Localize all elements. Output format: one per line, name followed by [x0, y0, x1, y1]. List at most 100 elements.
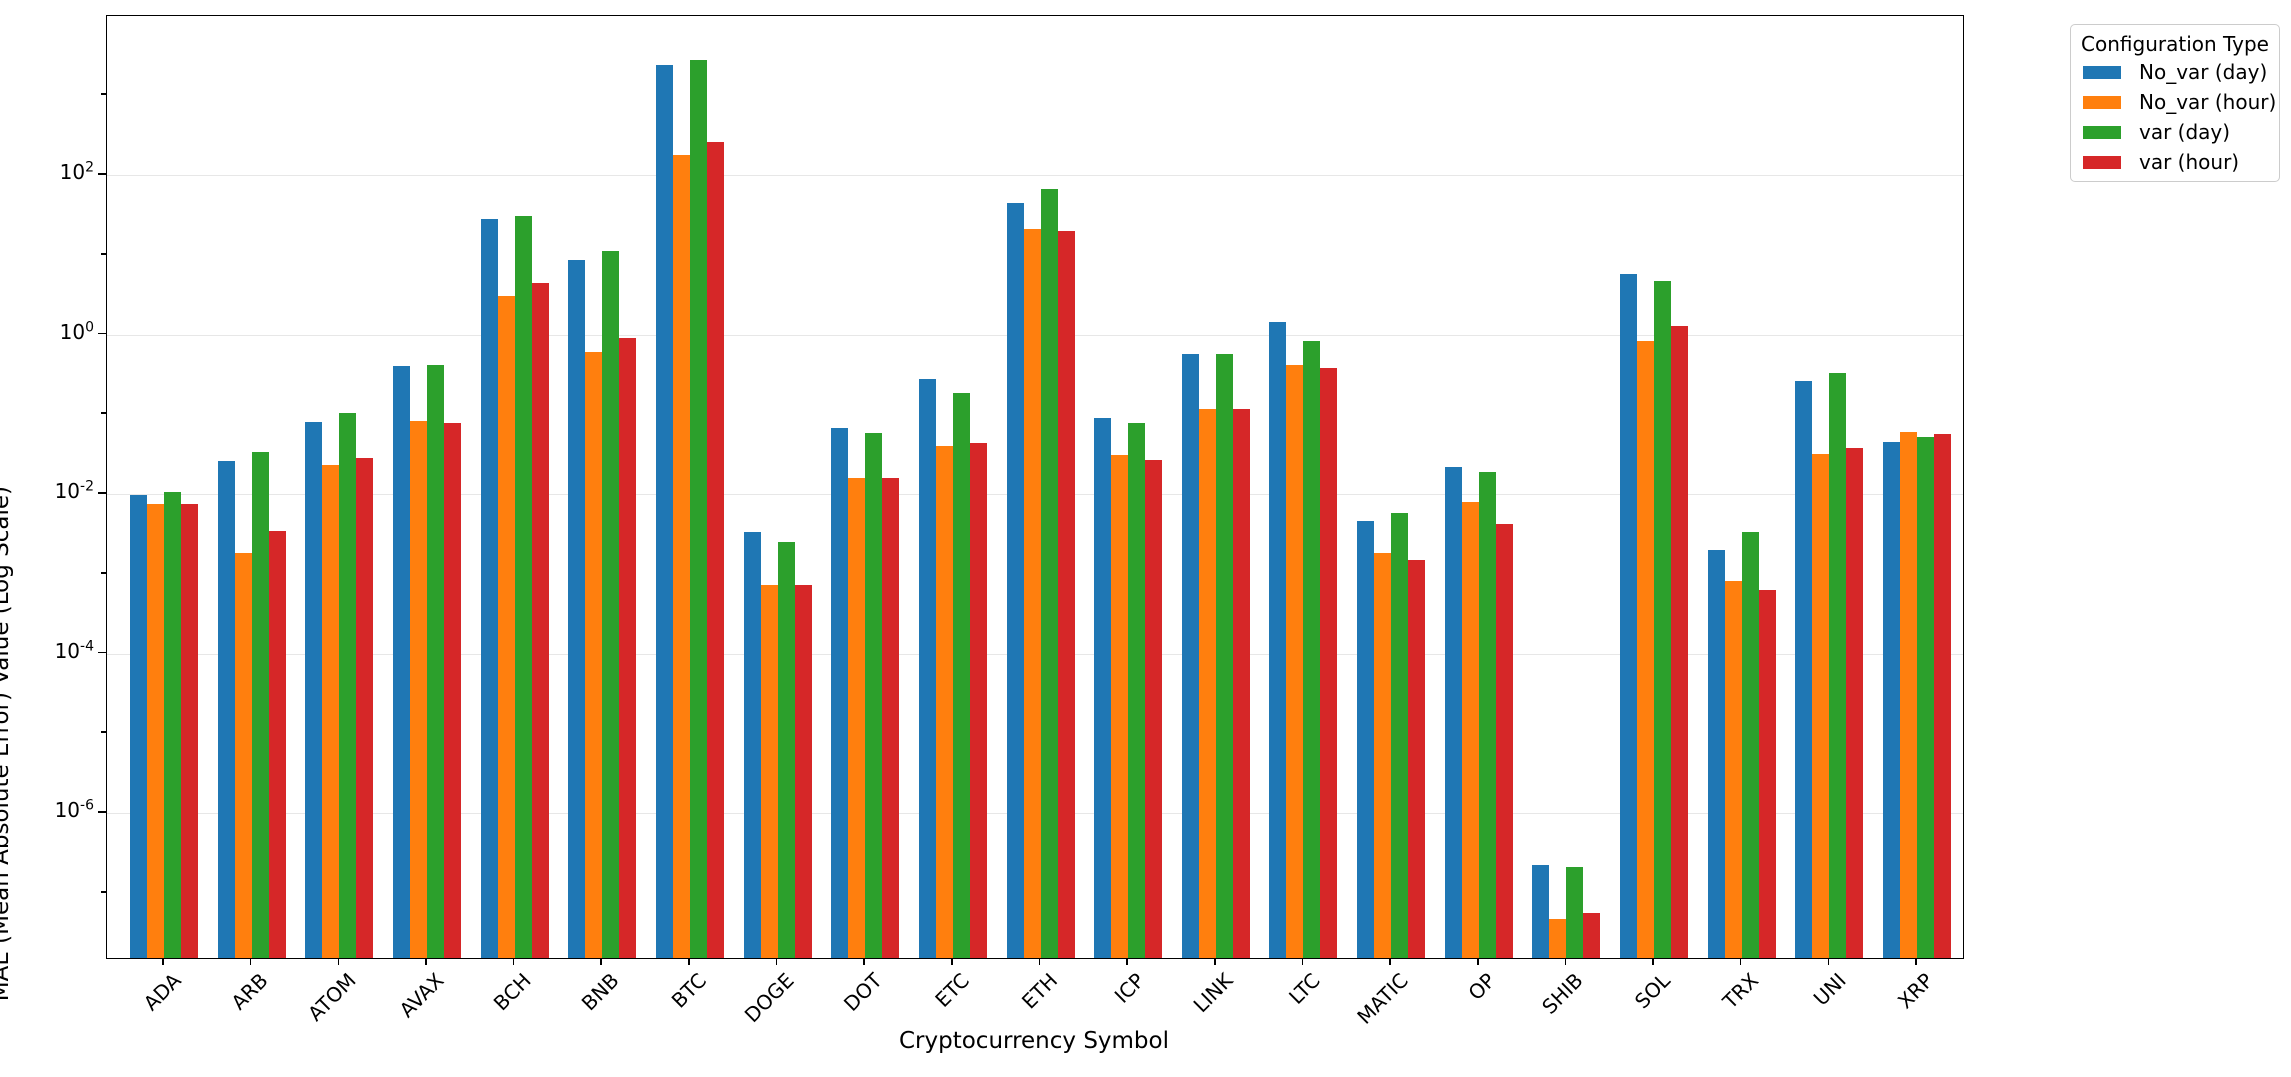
bar-matic-2	[1391, 512, 1409, 958]
bar-eth-0	[1006, 202, 1024, 958]
bar-op-3	[1495, 524, 1513, 958]
bar-btc-3	[706, 141, 724, 958]
x-tick-label-eth: ETH	[1016, 968, 1062, 1014]
bar-eth-2	[1040, 188, 1058, 958]
bar-ada-0	[130, 495, 147, 958]
bar-avax-3	[443, 422, 461, 958]
bar-etc-3	[969, 442, 987, 958]
bar-op-2	[1478, 471, 1496, 958]
legend-entry: No_var (day)	[2081, 57, 2269, 87]
y-tick-label: 10-6	[54, 797, 94, 822]
bar-link-0	[1181, 353, 1199, 958]
x-tick-label-atom: ATOM	[303, 968, 361, 1026]
bar-etc-0	[918, 378, 936, 958]
y-tick-label: 10-4	[54, 637, 94, 663]
x-tick-mark	[1652, 959, 1654, 965]
y-tick-mark	[101, 93, 106, 96]
bar-sol-2	[1654, 280, 1672, 958]
bar-atom-1	[322, 465, 340, 958]
x-tick-mark	[951, 959, 953, 965]
bar-trx-1	[1724, 581, 1742, 958]
legend-entries: No_var (day) No_var (hour) var (day) var (h…	[2081, 57, 2276, 177]
bar-btc-2	[689, 59, 707, 958]
bar-xrp-2	[1917, 436, 1934, 958]
bar-uni-2	[1829, 372, 1847, 958]
bar-bnb-3	[619, 338, 637, 958]
x-tick-label-sol: SOL	[1630, 968, 1676, 1014]
y-tick-mark	[101, 571, 106, 574]
bar-ada-2	[164, 492, 181, 958]
bar-bnb-1	[585, 352, 603, 958]
bar-btc-0	[655, 64, 673, 958]
x-tick-label-uni: UNI	[1808, 968, 1851, 1011]
bar-ltc-2	[1303, 340, 1321, 958]
bar-trx-2	[1741, 532, 1759, 958]
y-tick-mark	[101, 252, 106, 255]
x-tick-label-matic: MATIC	[1351, 968, 1413, 1029]
x-tick-mark	[162, 959, 164, 965]
bar-arb-0	[217, 460, 235, 958]
bar-sol-0	[1620, 274, 1638, 958]
bar-matic-1	[1374, 553, 1392, 958]
bar-dot-2	[865, 433, 883, 958]
bar-eth-1	[1023, 229, 1041, 958]
x-axis-title: Cryptocurrency Symbol	[898, 1028, 1169, 1054]
x-tick-label-op: OP	[1463, 968, 1501, 1005]
bar-bch-2	[514, 215, 532, 958]
bar-btc-1	[672, 154, 690, 958]
bar-matic-0	[1357, 520, 1375, 958]
bar-sol-1	[1637, 340, 1655, 958]
legend-swatch	[2083, 125, 2121, 139]
bar-xrp-0	[1883, 441, 1900, 958]
bar-uni-3	[1846, 447, 1864, 958]
x-tick-label-ada: ADA	[138, 968, 186, 1016]
x-tick-mark	[1915, 959, 1917, 965]
bar-atom-0	[305, 421, 323, 958]
legend-label: No_var (day)	[2139, 60, 2268, 84]
bar-atom-2	[339, 412, 357, 958]
x-tick-label-xrp: XRP	[1893, 968, 1939, 1014]
y-tick-mark	[98, 651, 106, 654]
legend-entry: No_var (hour)	[2081, 87, 2276, 117]
bar-eth-3	[1057, 230, 1075, 958]
legend-label: No_var (hour)	[2139, 90, 2277, 114]
bar-ada-1	[147, 503, 164, 958]
bar-doge-0	[743, 532, 761, 958]
x-tick-mark	[1564, 959, 1567, 965]
legend-swatch	[2083, 65, 2121, 79]
bar-trx-3	[1758, 589, 1776, 958]
bar-doge-3	[794, 584, 812, 958]
x-tick-mark	[775, 959, 778, 965]
bar-sol-3	[1671, 326, 1689, 958]
y-tick-mark	[98, 811, 106, 813]
legend-title: Configuration Type	[2081, 32, 2269, 56]
y-tick-label: 10-2	[54, 478, 94, 503]
x-tick-mark	[863, 959, 865, 965]
bar-doge-2	[777, 542, 795, 958]
x-tick-label-dot: DOT	[838, 968, 887, 1016]
x-tick-label-shib: SHIB	[1537, 968, 1588, 1019]
bar-etc-2	[952, 392, 970, 958]
bar-ada-3	[181, 504, 198, 958]
legend-label: var (hour)	[2139, 150, 2240, 174]
bar-bnb-0	[568, 259, 586, 958]
legend-swatch	[2083, 95, 2121, 109]
bar-icp-1	[1111, 454, 1129, 958]
x-tick-mark	[1214, 959, 1216, 965]
bar-atom-3	[356, 458, 374, 958]
bar-icp-3	[1145, 459, 1163, 958]
x-tick-label-bch: BCH	[488, 968, 536, 1016]
bar-icp-0	[1094, 417, 1112, 958]
bar-op-1	[1461, 502, 1479, 958]
bar-shib-2	[1566, 867, 1584, 958]
y-tick-mark	[101, 890, 106, 893]
x-tick-mark	[1827, 959, 1830, 965]
y-tick-mark	[101, 412, 106, 415]
x-tick-label-link: LINK	[1188, 968, 1238, 1018]
legend-entry: var (hour)	[2081, 147, 2269, 177]
bar-dot-1	[848, 477, 866, 958]
bar-bch-0	[480, 219, 498, 958]
bar-etc-1	[935, 445, 953, 958]
x-tick-mark	[337, 959, 340, 965]
